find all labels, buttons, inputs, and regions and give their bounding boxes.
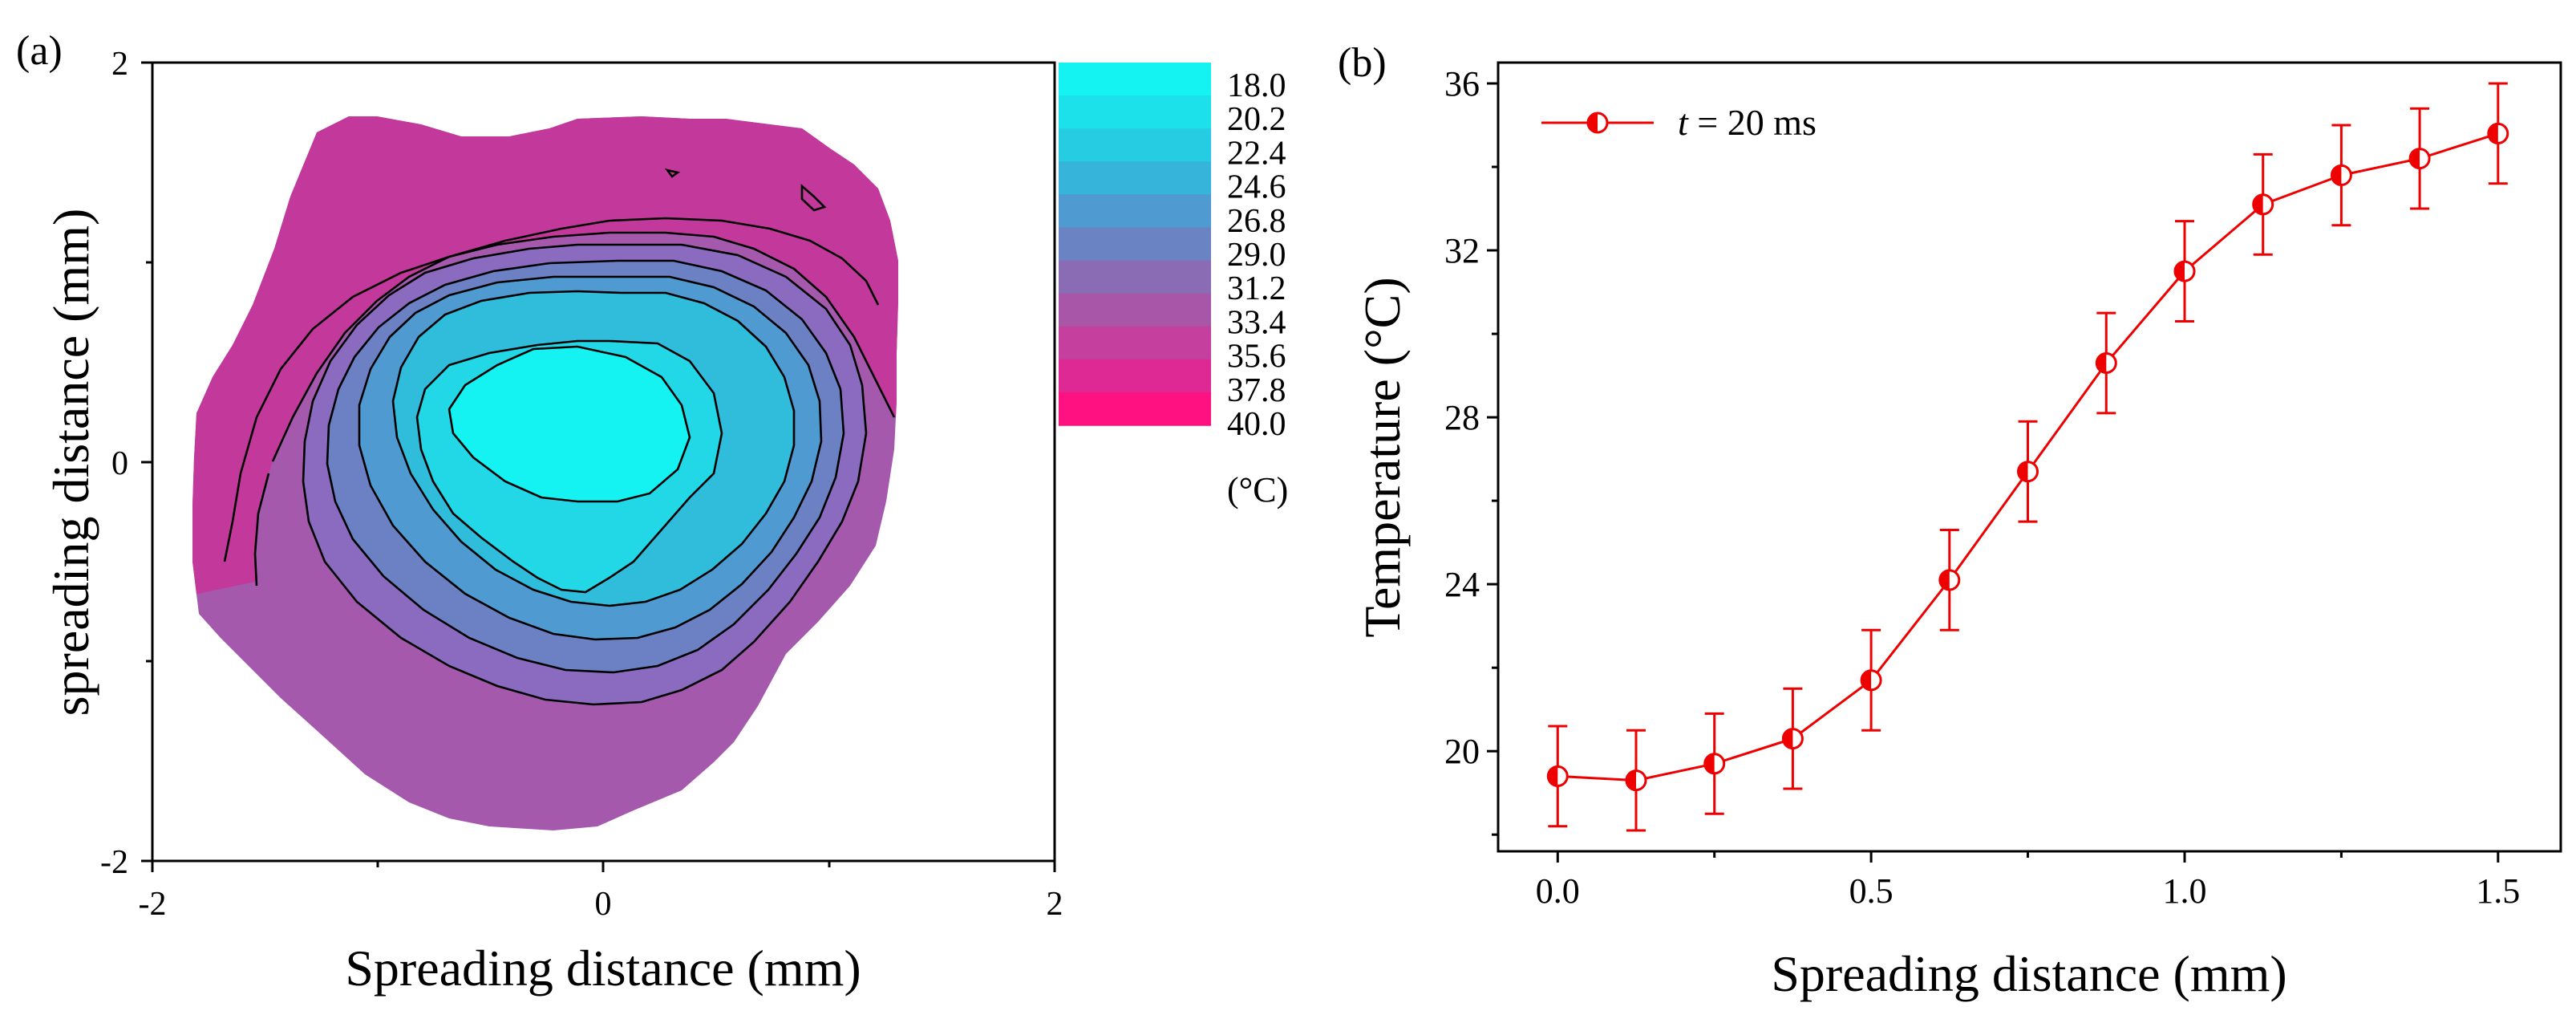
y-tick-label: 28 xyxy=(1444,398,1480,437)
contour-line-29 xyxy=(326,259,845,674)
panel-b-y-axis-title: Temperature (°C) xyxy=(1354,277,1411,637)
colorbar-swatch xyxy=(1059,326,1211,360)
data-point-fill xyxy=(1939,570,1950,590)
panel-b-ticks xyxy=(1487,82,2500,863)
panel-b-label: (b) xyxy=(1338,40,1387,86)
data-point-fill xyxy=(2175,262,2185,282)
panel-b-frame xyxy=(1497,61,2562,853)
x-tick-label: 2 xyxy=(1047,886,1063,923)
colorbar-level-label: 22.4 xyxy=(1227,135,1286,172)
y-tick-label: 0 xyxy=(111,445,128,482)
legend-label: t = 20 ms xyxy=(1678,102,1817,143)
contour-line-20 xyxy=(448,345,691,503)
data-point-fill xyxy=(1704,753,1715,773)
colorbar-unit: (°C) xyxy=(1227,470,1288,510)
panel-a-label: (a) xyxy=(16,28,63,74)
legend-marker-fill xyxy=(1588,113,1598,132)
contour-line-22 xyxy=(415,339,723,594)
contour-line-31 xyxy=(302,243,868,706)
panel-b: (b) 0.0 0.5 1.0 1.5 20 24 28 32 36 Sprea… xyxy=(1338,40,2562,1002)
panel-b-x-tick-labels: 0.0 0.5 1.0 1.5 xyxy=(1536,871,2521,911)
colorbar-swatch xyxy=(1059,227,1211,262)
x-tick-label: -2 xyxy=(139,886,167,923)
colorbar-level-label: 26.8 xyxy=(1227,203,1286,240)
y-tick-label: 2 xyxy=(111,46,128,83)
data-point-fill xyxy=(1861,670,1872,690)
colorbar-level-label: 33.4 xyxy=(1227,304,1286,341)
colorbar-swatch xyxy=(1059,260,1211,294)
y-tick-label: 32 xyxy=(1444,231,1480,270)
contour-field xyxy=(192,116,898,830)
x-tick-label: 1.0 xyxy=(2163,871,2207,911)
data-point-fill xyxy=(2488,124,2498,144)
contour-line-27 xyxy=(358,275,823,641)
panel-a-axes xyxy=(141,61,1056,872)
y-tick-label: -2 xyxy=(100,844,128,881)
colorbar-labels: 18.020.222.424.626.829.031.233.435.637.8… xyxy=(1227,67,1286,443)
colorbar-level-label: 20.2 xyxy=(1227,101,1286,138)
colorbar-swatch xyxy=(1059,161,1211,196)
contour-band-18-20 xyxy=(449,347,690,501)
x-tick-label: 1.5 xyxy=(2476,871,2520,911)
data-point-fill xyxy=(2253,194,2263,214)
colorbar-swatch xyxy=(1059,392,1211,426)
legend-var: t xyxy=(1678,102,1689,143)
panel-a-tick-labels: -2 0 2 2 0 -2 xyxy=(100,46,1063,923)
contour-line-24 xyxy=(391,290,796,607)
colorbar-swatch xyxy=(1059,95,1211,129)
contour-lines xyxy=(223,168,896,706)
data-point-fill xyxy=(2331,165,2342,185)
contour-line-upper-35 xyxy=(223,217,880,562)
colorbar-level-label: 29.0 xyxy=(1227,237,1286,274)
panel-a-y-axis-title: spreading distance (mm) xyxy=(43,209,99,717)
contour-small-loop xyxy=(800,184,827,212)
colorbar-swatch xyxy=(1059,359,1211,393)
colorbar-level-label: 40.0 xyxy=(1227,406,1286,443)
panel-b-series xyxy=(1546,82,2509,832)
data-point-fill xyxy=(2410,148,2420,168)
legend: t = 20 ms xyxy=(1541,102,1817,143)
colorbar-level-label: 37.8 xyxy=(1227,372,1286,409)
contour-line-outer-33 xyxy=(253,231,896,587)
data-point-fill xyxy=(1783,729,1793,749)
colorbar-swatch xyxy=(1059,63,1211,96)
colorbar: 18.020.222.424.626.829.031.233.435.637.8… xyxy=(1059,63,1288,510)
colorbar-swatches xyxy=(1059,63,1211,426)
panel-a: (a) xyxy=(16,28,1288,997)
panel-b-y-tick-labels: 20 24 28 32 36 xyxy=(1444,64,1480,771)
x-tick-label: 0.0 xyxy=(1536,871,1580,911)
y-tick-label: 24 xyxy=(1444,565,1480,604)
y-tick-label: 20 xyxy=(1444,732,1480,771)
y-tick-label: 36 xyxy=(1444,64,1480,104)
colorbar-level-label: 18.0 xyxy=(1227,67,1286,104)
colorbar-level-label: 35.6 xyxy=(1227,339,1286,376)
x-tick-label: 0 xyxy=(595,886,612,923)
data-point-fill xyxy=(2096,353,2107,373)
panel-b-x-axis-title: Spreading distance (mm) xyxy=(1771,945,2286,1002)
data-point-fill xyxy=(1548,766,1558,786)
colorbar-level-label: 24.6 xyxy=(1227,169,1286,206)
x-tick-label: 0.5 xyxy=(1849,871,1894,911)
colorbar-swatch xyxy=(1059,194,1211,229)
colorbar-level-label: 31.2 xyxy=(1227,270,1286,307)
panel-a-x-axis-title: Spreading distance (mm) xyxy=(345,940,861,997)
contour-small-loop-2 xyxy=(664,168,681,178)
colorbar-swatch xyxy=(1059,128,1211,163)
colorbar-swatch xyxy=(1059,293,1211,327)
data-point-fill xyxy=(1626,770,1636,790)
data-point-fill xyxy=(2018,461,2028,481)
legend-rest: = 20 ms xyxy=(1688,102,1817,143)
